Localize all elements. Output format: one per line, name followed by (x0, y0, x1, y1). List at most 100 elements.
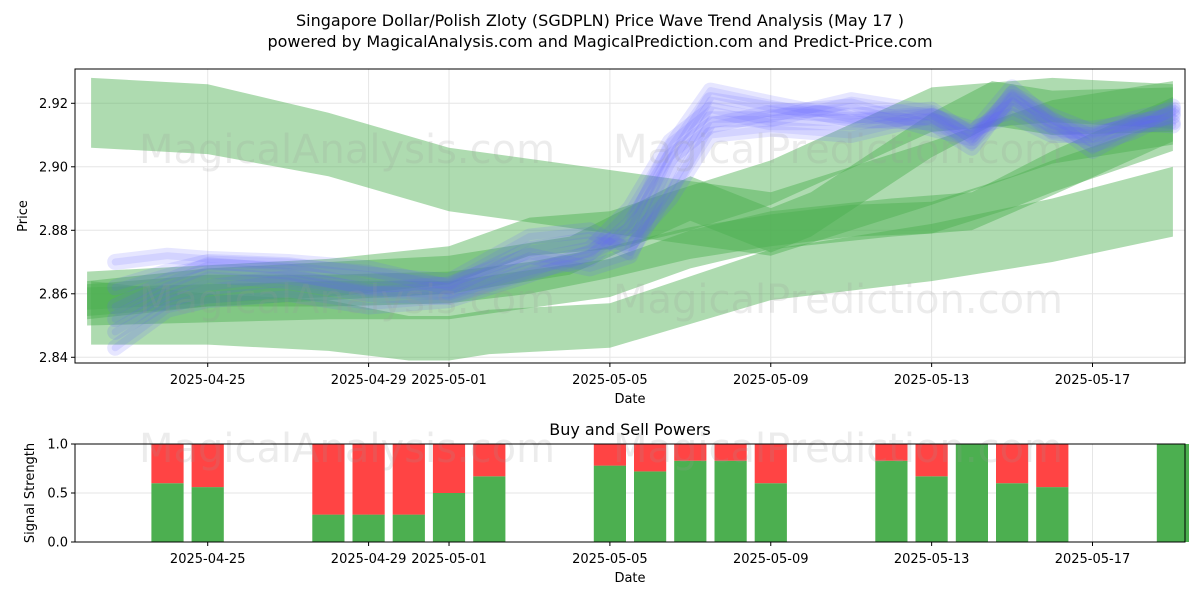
sell-bar (714, 444, 747, 461)
blue-wave-core-5 (111, 103, 1177, 291)
blue-wave-core-1 (111, 93, 1177, 323)
buy-bar (1156, 444, 1189, 542)
price-y-tick-label: 2.86 (39, 287, 68, 302)
green-band-wide-lower (91, 166, 1173, 361)
watermark-prediction-bottom: MagicalPrediction.com (613, 426, 1063, 472)
sell-bar (312, 444, 345, 515)
green-band-mid-rising (87, 77, 1173, 310)
sell-bar (1036, 444, 1069, 488)
price-x-tick-label: 2025-04-25 (170, 373, 246, 388)
buy-bar (392, 514, 425, 542)
green-band-steep-rise (87, 81, 1173, 320)
watermark-analysis-top: MagicalAnalysis.com (139, 127, 555, 173)
signal-x-tick-label: 2025-05-17 (1055, 552, 1131, 567)
sell-bar (674, 444, 707, 461)
buy-bar (432, 493, 466, 542)
signal-x-tick-label: 2025-05-09 (733, 552, 809, 567)
sell-bar (473, 444, 506, 477)
signal-x-tick-label: 2025-04-25 (170, 552, 246, 567)
signal-x-axis-label: Date (614, 571, 645, 586)
signal-bars (151, 444, 1189, 542)
watermark-analysis-mid: MagicalAnalysis.com (139, 277, 555, 323)
sell-bar (915, 444, 948, 477)
price-plot-background (75, 69, 1185, 363)
sell-bar (432, 444, 466, 493)
sell-bar (593, 444, 626, 466)
signal-chart-title: Buy and Sell Powers (549, 420, 711, 439)
blue-wave-core-4 (111, 87, 1177, 352)
price-x-ticks: 2025-04-25 2025-04-29 2025-05-01 2025-05-05… (170, 363, 1130, 388)
price-x-tick-label: 2025-05-13 (894, 373, 970, 388)
signal-x-tick-label: 2025-05-05 (572, 552, 648, 567)
price-grid (75, 69, 1185, 363)
sell-bar (352, 444, 385, 515)
watermark-analysis-bottom: MagicalAnalysis.com (139, 426, 555, 472)
signal-chart: Buy and Sell Powers MagicalAnalysis.com … (23, 420, 1189, 586)
signal-x-tick-label: 2025-05-13 (894, 552, 970, 567)
buy-bar (714, 460, 747, 542)
price-plot-frame (74, 68, 1186, 364)
buy-bar (473, 476, 506, 542)
price-x-tick-label: 2025-04-29 (331, 373, 407, 388)
sell-bar (151, 444, 184, 484)
buy-bar (875, 460, 908, 542)
signal-y-axis-label: Signal Strength (23, 443, 38, 543)
blue-wave-halo-2 (107, 79, 1181, 340)
price-x-axis-label: Date (614, 392, 645, 407)
watermark-prediction-mid: MagicalPrediction.com (613, 277, 1063, 323)
buy-bar (955, 444, 988, 542)
buy-bar (915, 476, 948, 542)
blue-wave-core-0 (111, 106, 1177, 310)
buy-bar (754, 483, 787, 542)
blue-wave-core-2 (111, 83, 1177, 336)
signal-y-ticks: 0.0 0.5 1.0 (47, 438, 75, 551)
buy-bar (191, 487, 224, 542)
green-band-low-rising (87, 96, 1173, 326)
buy-bar (674, 460, 707, 542)
signal-y-tick-label: 0.0 (47, 536, 68, 551)
price-x-tick-label: 2025-05-05 (572, 373, 648, 388)
blue-wave-halo-4 (107, 82, 1181, 356)
signal-x-ticks: 2025-04-25 2025-04-29 2025-05-01 2025-05-05… (170, 542, 1130, 567)
price-y-tick-label: 2.92 (39, 97, 68, 112)
price-y-axis-label: Price (16, 200, 31, 232)
green-bands (87, 77, 1173, 361)
price-chart: MagicalAnalysis.com MagicalPrediction.co… (16, 68, 1186, 407)
price-y-tick-label: 2.84 (39, 351, 68, 366)
buy-bar (151, 483, 184, 542)
chart-title-line1: Singapore Dollar/Polish Zloty (SGDPLN) P… (296, 11, 904, 30)
price-y-ticks: 2.84 2.86 2.88 2.90 2.92 (39, 97, 75, 366)
chart-title-line2: powered by MagicalAnalysis.com and Magic… (267, 32, 932, 51)
signal-x-tick-label: 2025-05-01 (411, 552, 487, 567)
blue-wave-halo-0 (107, 101, 1181, 315)
sell-bar (996, 444, 1029, 484)
price-y-tick-label: 2.90 (39, 160, 68, 175)
blue-wave-halo-5 (107, 98, 1181, 296)
buy-bar (1036, 487, 1069, 542)
sell-bar (191, 444, 224, 488)
buy-bar (634, 471, 667, 542)
sell-bar (754, 444, 787, 484)
buy-bar (312, 514, 345, 542)
signal-y-tick-label: 1.0 (47, 438, 68, 453)
blue-wave-halo-3 (107, 92, 1181, 296)
blue-wave-halo-1 (107, 88, 1181, 328)
sell-bar (634, 444, 667, 472)
price-x-tick-label: 2025-05-17 (1055, 373, 1131, 388)
blue-wave-core-3 (111, 96, 1177, 291)
price-x-tick-label: 2025-05-01 (411, 373, 487, 388)
green-band-flat-lower (87, 119, 1173, 316)
signal-x-tick-label: 2025-04-29 (331, 552, 407, 567)
buy-bar (593, 465, 626, 542)
buy-bar (352, 514, 385, 542)
green-band-wide-upper (91, 77, 1173, 256)
sell-bar (875, 444, 908, 461)
watermark-prediction-top: MagicalPrediction.com (613, 127, 1063, 173)
signal-y-tick-label: 0.5 (47, 487, 68, 502)
blue-waves (107, 79, 1181, 356)
buy-bar (996, 483, 1029, 542)
sell-bar (392, 444, 425, 515)
price-y-tick-label: 2.88 (39, 224, 68, 239)
